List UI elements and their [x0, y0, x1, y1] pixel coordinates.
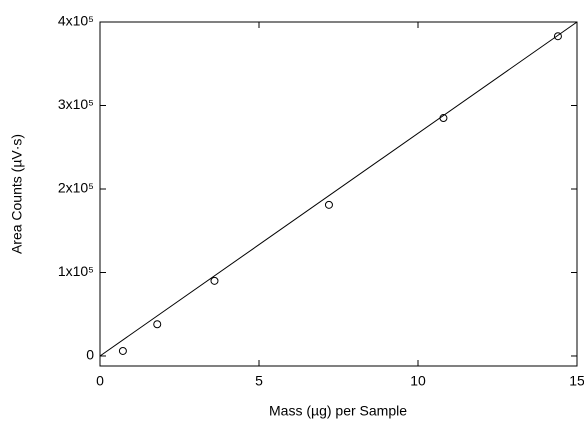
plot-frame [99, 21, 578, 367]
data-point [210, 276, 219, 285]
x-axis-label: Mass (µg) per Sample [269, 403, 407, 419]
x-tick-label: 5 [255, 373, 263, 389]
y-axis-label: Area Counts (µV·s) [9, 134, 25, 254]
data-point [153, 320, 162, 329]
y-tick-label: 0 [86, 347, 94, 363]
y-tick-label: 3x10⁵ [58, 96, 94, 112]
data-point [118, 346, 127, 355]
x-tick-label: 10 [410, 373, 426, 389]
y-tick-label: 1x10⁵ [58, 263, 94, 279]
y-tick-label: 2x10⁵ [58, 180, 94, 196]
fit-line [99, 21, 578, 357]
y-tick-label: 4x10⁵ [58, 13, 94, 29]
x-tick-label: 0 [96, 373, 104, 389]
data-point [553, 32, 562, 41]
x-tick-label: 15 [569, 373, 584, 389]
data-point [324, 200, 333, 209]
